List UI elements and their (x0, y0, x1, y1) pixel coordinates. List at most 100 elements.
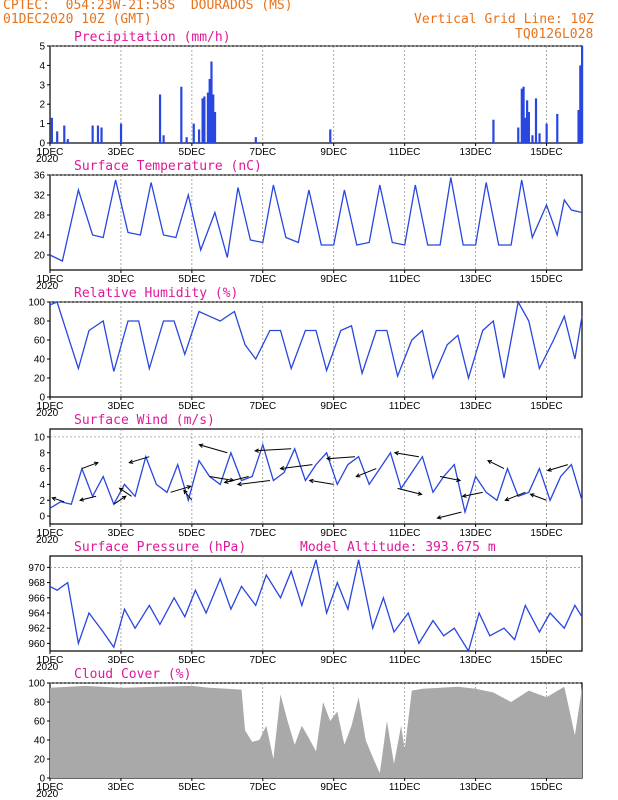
rh-ytick-label: 100 (28, 298, 45, 309)
wind-vector-head (236, 481, 242, 487)
wind-vector-head (118, 487, 124, 493)
precip-bar (210, 61, 213, 143)
wind-vector-head (461, 493, 467, 498)
temp-series-line (49, 177, 583, 262)
temp-ytick-label: 28 (34, 211, 46, 222)
pressure-ytick-label: 960 (28, 639, 45, 650)
cloud-ytick-label: 80 (34, 698, 46, 709)
precip-bar (56, 131, 59, 143)
wind-vector-head (417, 491, 423, 496)
wind-xtick-label: 15DEC (530, 528, 562, 539)
wind-xtick-label: 1DEC (37, 528, 64, 539)
precip-xtick-label: 1DEC (37, 147, 64, 158)
wind-vector-head (51, 496, 57, 502)
precip-xtick-label: 15DEC (530, 147, 562, 158)
wind-vector (199, 444, 228, 454)
wind-vector (119, 487, 132, 497)
rh-xtick-label: 1DEC (37, 401, 64, 412)
wind-vector-head (504, 496, 510, 502)
wind-vector (487, 460, 505, 470)
wind-xtick-label: 5DEC (179, 528, 206, 539)
wind-vector-head (308, 478, 314, 484)
precip-bar (201, 98, 204, 143)
temp-xtick-label: 9DEC (320, 274, 347, 285)
wind-vector-head (456, 477, 462, 483)
wind-frame (49, 428, 583, 525)
rh-ytick-label: 80 (34, 317, 46, 328)
wind-vector-head (393, 451, 399, 456)
wind-xtick-label: 7DEC (249, 528, 276, 539)
temp-ytick-label: 20 (34, 251, 46, 262)
precip-bar (534, 98, 538, 143)
rh-ytick-label: 20 (34, 374, 46, 385)
temp-xtick-label: 1DEC (37, 274, 64, 285)
wind-vector-head (121, 495, 127, 500)
precip-ytick-label: 0 (39, 139, 45, 150)
temp-xtick-label: 11DEC (389, 274, 421, 285)
wind-xtick-label: 3DEC (108, 528, 135, 539)
precip-bar (180, 86, 183, 143)
pressure-xtick-label: 5DEC (179, 655, 206, 666)
precip-year-fragment: 2020 (36, 154, 59, 165)
wind-title: Surface Wind (m/s) (74, 413, 215, 428)
pressure-xtick-label: 13DEC (459, 655, 491, 666)
wind-ytick-label: 4 (39, 480, 45, 491)
precip-ytick-label: 4 (39, 61, 45, 72)
precip-bar (212, 94, 215, 143)
wind-ytick-label: 6 (39, 464, 45, 475)
wind-ytick-label: 8 (39, 448, 45, 459)
temp-title: Surface Temperature (nC) (74, 159, 262, 174)
precip-bar (577, 110, 580, 143)
pressure-frame (49, 555, 583, 652)
cloud-title: Cloud Cover (%) (74, 667, 191, 682)
precip-bar (208, 78, 211, 143)
precip-xtick-label: 5DEC (179, 147, 206, 158)
precip-bar (520, 88, 523, 143)
rh-series-line (49, 300, 583, 381)
precip-bar (531, 135, 534, 143)
temp-ytick-label: 32 (34, 191, 46, 202)
wind-vector (183, 489, 193, 501)
rh-xtick-label: 5DEC (179, 401, 206, 412)
pressure-title: Surface Pressure (hPa) (74, 540, 246, 555)
temp-year-fragment: 2020 (36, 281, 59, 292)
pressure-xtick-label: 3DEC (108, 655, 135, 666)
precip-bar (192, 123, 195, 143)
wind-vector (79, 495, 97, 501)
precip-bar (579, 65, 582, 143)
precip-ytick-label: 5 (39, 42, 45, 53)
pressure-xtick-label: 7DEC (249, 655, 276, 666)
cloud-xtick-label: 3DEC (108, 782, 135, 793)
temp-ytick-label: 24 (34, 231, 46, 242)
temp-xtick-label: 7DEC (249, 274, 276, 285)
cloud-year-fragment: 2020 (36, 789, 59, 800)
cloud-cover-area (50, 685, 582, 778)
pressure-ytick-label: 970 (28, 563, 45, 574)
precip-xtick-label: 7DEC (249, 147, 276, 158)
precip-xtick-label: 11DEC (389, 147, 421, 158)
wind-vector (309, 479, 334, 485)
precip-xtick-label: 3DEC (108, 147, 135, 158)
cloud-ytick-label: 100 (28, 679, 45, 690)
wind-vector-head (355, 473, 361, 478)
precip-bar (254, 137, 257, 143)
temp-xtick-label: 5DEC (179, 274, 206, 285)
wind-vector (547, 464, 568, 472)
cloud-xtick-label: 11DEC (389, 782, 421, 793)
pressure-ytick-label: 962 (28, 624, 45, 635)
rh-year-fragment: 2020 (36, 408, 59, 419)
precip-bar (100, 127, 103, 143)
cloud-ytick-label: 40 (34, 736, 46, 747)
temp-xtick-label: 13DEC (459, 274, 491, 285)
precip-bar (545, 123, 548, 143)
wind-vector (462, 491, 483, 497)
pressure-xtick-label: 1DEC (37, 655, 64, 666)
precip-xtick-label: 9DEC (320, 147, 347, 158)
pressure-xtick-label: 9DEC (320, 655, 347, 666)
wind-xtick-label: 11DEC (389, 528, 421, 539)
precip-bar (526, 100, 529, 143)
rh-frame (49, 301, 583, 398)
precip-bar (581, 46, 584, 143)
cloud-xtick-label: 13DEC (459, 782, 491, 793)
